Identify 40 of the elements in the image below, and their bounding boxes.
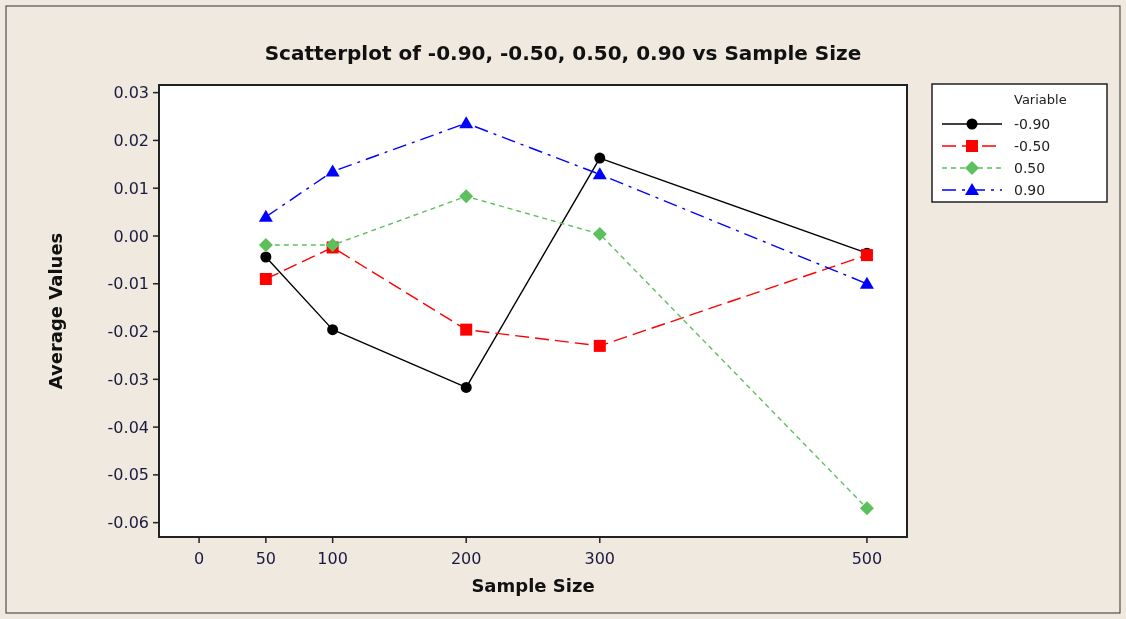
point [460, 323, 473, 336]
point [592, 227, 607, 242]
point [325, 164, 340, 177]
x-tick-label: 100 [317, 549, 348, 568]
point [260, 251, 272, 263]
chart-title: Scatterplot of -0.90, -0.50, 0.50, 0.90 vs Sample Size [264, 41, 862, 65]
y-tick-label: -0.02 [107, 322, 149, 342]
y-tick-label: -0.04 [107, 417, 149, 437]
x-tick-label: 200 [450, 549, 482, 568]
y-tick-label: -0.01 [107, 274, 149, 294]
legend-label: -0.90 [1014, 115, 1051, 132]
x-axis-title: Sample Size [471, 575, 595, 596]
y-tick-label: -0.05 [107, 465, 149, 485]
legend-title: Variable [1014, 92, 1067, 107]
y-tick-label: 0.03 [113, 83, 149, 103]
point [327, 324, 339, 336]
point [859, 276, 874, 289]
x-tick-label: 500 [851, 549, 883, 568]
point [593, 339, 606, 352]
point [859, 501, 874, 516]
x-tick-label: 0 [193, 549, 205, 568]
y-tick-label: 0.01 [113, 178, 149, 198]
point [259, 272, 272, 285]
y-tick-label: 0.00 [113, 226, 149, 246]
x-tick-label: 300 [584, 549, 616, 568]
point [258, 238, 273, 253]
y-axis-title: Average Values [45, 232, 66, 390]
point [459, 189, 474, 204]
legend-label: 0.50 [1014, 159, 1046, 176]
point [592, 167, 607, 180]
point [460, 381, 472, 393]
point [459, 116, 474, 129]
x-tick-label: 50 [255, 549, 277, 568]
point [594, 152, 606, 164]
y-tick-label: 0.02 [113, 131, 149, 151]
legend-label: 0.90 [1014, 181, 1046, 198]
y-tick-label: -0.06 [107, 513, 149, 533]
point [258, 209, 273, 222]
legend-label: -0.50 [1014, 137, 1051, 154]
y-tick-label: -0.03 [107, 369, 149, 389]
